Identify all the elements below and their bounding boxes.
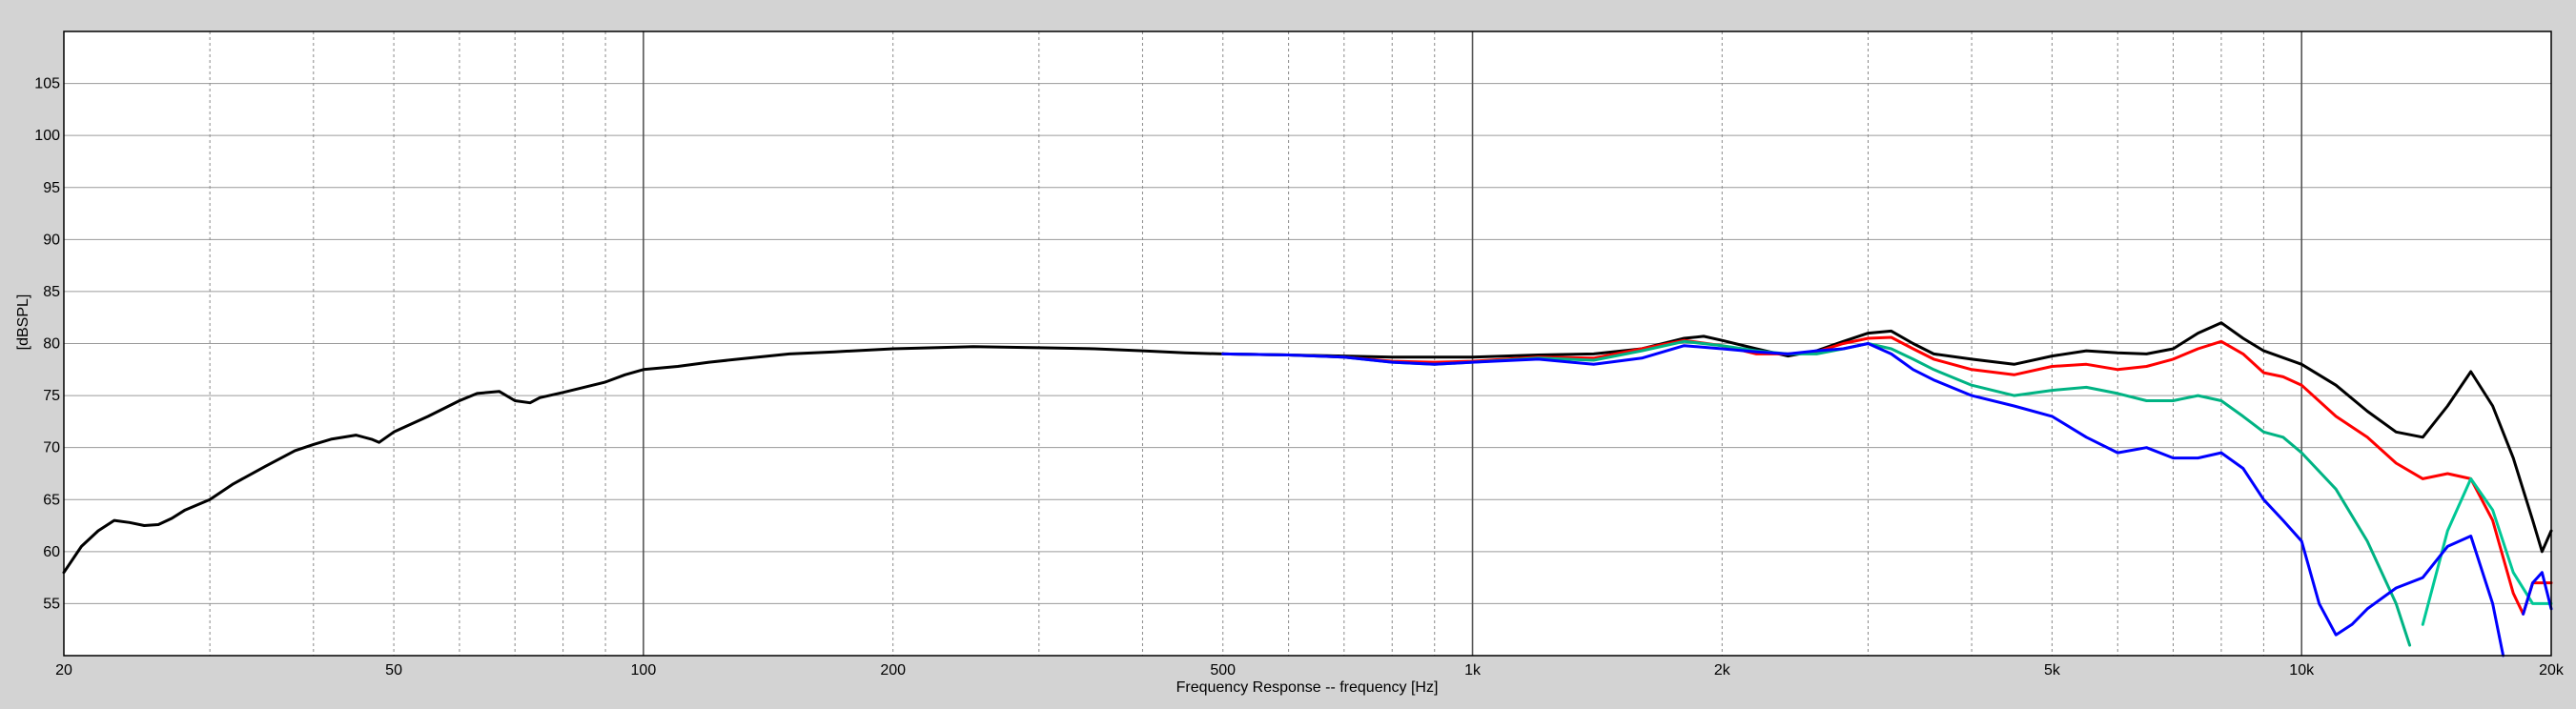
y-tick-label: 90 [43, 232, 60, 248]
y-tick-label: 55 [43, 596, 60, 612]
y-tick-label: 70 [43, 440, 60, 456]
y-axis-label: [dBSPL] [15, 294, 31, 351]
x-tick-label: 10k [2289, 662, 2315, 679]
x-tick-label: 5k [2044, 662, 2061, 679]
x-axis-label: Frequency Response -- frequency [Hz] [1176, 679, 1439, 696]
x-tick-label: 2k [1714, 662, 1731, 679]
y-tick-label: 85 [43, 284, 60, 300]
series-layer [62, 321, 2553, 658]
y-tick-label: 65 [43, 492, 60, 508]
plot-frame [63, 30, 2552, 657]
tick-label-layer: 55 60 65 70 75 80 85 90 95 100 105 20 50 100 200 500 1k 2… [34, 76, 2565, 679]
y-tick-label: 95 [43, 180, 60, 196]
x-tick-label: 20k [2539, 662, 2565, 679]
grid-layer [64, 31, 2551, 656]
series-line-5 [1221, 342, 2505, 658]
y-tick-label: 60 [43, 544, 60, 560]
x-tick-label: 20 [55, 662, 72, 679]
x-tick-label: 200 [880, 662, 906, 679]
y-tick-label: 100 [34, 128, 60, 144]
series-line-2 [1221, 335, 2553, 616]
y-tick-label: 105 [34, 76, 60, 92]
x-tick-label: 50 [385, 662, 402, 679]
series-line-4 [2421, 476, 2553, 626]
x-tick-label: 100 [631, 662, 657, 679]
x-tick-label: 1k [1464, 662, 1482, 679]
x-tick-label: 500 [1210, 662, 1236, 679]
series-line-6 [2522, 571, 2553, 616]
y-tick-label: 75 [43, 388, 60, 404]
y-tick-label: 80 [43, 336, 60, 353]
